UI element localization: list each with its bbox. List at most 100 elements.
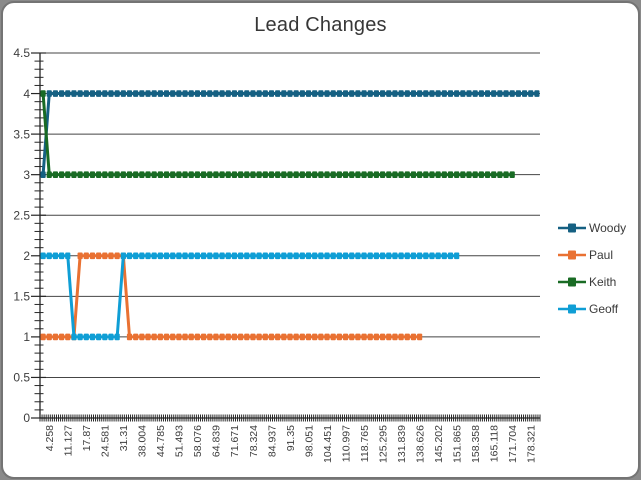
series-marker xyxy=(484,90,491,97)
series-marker xyxy=(268,90,275,97)
series-woody[interactable] xyxy=(40,90,540,178)
series-marker xyxy=(238,90,244,97)
series-marker xyxy=(52,252,59,260)
series-marker xyxy=(318,90,324,97)
series-marker xyxy=(244,333,250,341)
series-marker xyxy=(330,90,336,97)
series-marker xyxy=(238,252,244,260)
series-marker xyxy=(367,252,373,260)
series-marker xyxy=(244,90,250,97)
series-marker xyxy=(40,171,46,178)
series-marker xyxy=(435,252,441,260)
series-marker xyxy=(367,171,373,178)
series-marker xyxy=(447,252,454,260)
series-marker xyxy=(77,90,83,97)
series-marker xyxy=(392,333,398,341)
series-marker xyxy=(151,171,157,178)
series-marker xyxy=(287,333,293,341)
x-axis-tick-label: 131.839 xyxy=(396,425,408,463)
series-marker xyxy=(77,252,83,260)
series-marker xyxy=(521,90,528,97)
series-marker xyxy=(342,252,349,260)
series-marker xyxy=(454,90,460,97)
series-marker xyxy=(59,333,65,341)
series-geoff[interactable] xyxy=(40,252,460,341)
series-marker xyxy=(528,90,534,97)
series-marker xyxy=(200,171,207,178)
series-marker xyxy=(194,171,201,178)
series-marker xyxy=(392,171,398,178)
y-axis-tick-label: 1.5 xyxy=(13,290,30,304)
series-marker xyxy=(188,171,194,178)
series-marker xyxy=(275,333,281,341)
series-marker xyxy=(114,90,120,97)
series-marker xyxy=(330,333,336,341)
series-marker xyxy=(342,171,349,178)
legend-label: Keith xyxy=(589,274,617,289)
legend-item-keith[interactable]: Keith xyxy=(558,268,626,295)
series-marker xyxy=(145,171,151,178)
series-marker xyxy=(133,252,139,260)
legend-item-woody[interactable]: Woody xyxy=(558,214,626,241)
series-marker xyxy=(342,90,349,97)
series-marker xyxy=(96,90,102,97)
series-marker xyxy=(126,252,133,260)
series-marker xyxy=(163,90,170,97)
series-marker xyxy=(219,252,225,260)
legend-label: Geoff xyxy=(589,301,619,316)
series-marker xyxy=(219,171,225,178)
series-marker xyxy=(238,333,244,341)
series-marker xyxy=(163,252,170,260)
series-marker xyxy=(305,90,312,97)
series-marker xyxy=(83,252,89,260)
series-marker xyxy=(188,90,194,97)
legend-swatch-icon xyxy=(558,223,586,232)
series-marker xyxy=(219,90,225,97)
legend-swatch-icon xyxy=(558,250,586,259)
series-marker xyxy=(417,333,423,341)
x-axis-tick-label: 64.839 xyxy=(211,425,223,457)
series-marker xyxy=(89,333,96,341)
series-marker xyxy=(417,90,423,97)
series-marker xyxy=(275,252,281,260)
series-marker xyxy=(373,171,380,178)
series-marker xyxy=(373,90,380,97)
x-axis-tick-label: 98.051 xyxy=(303,425,315,457)
x-axis-tick-label: 171.704 xyxy=(507,425,519,463)
x-axis-tick-label: 125.295 xyxy=(377,425,389,463)
series-marker xyxy=(46,171,52,178)
series-marker xyxy=(349,252,355,260)
series-marker xyxy=(472,171,478,178)
x-axis-tick-label: 17.87 xyxy=(81,425,93,451)
x-axis-tick-label: 138.626 xyxy=(414,425,426,463)
series-marker xyxy=(46,333,52,341)
series-marker xyxy=(268,252,275,260)
y-axis-tick-label: 2 xyxy=(23,249,30,263)
y-axis-tick-label: 1 xyxy=(23,330,30,344)
series-marker xyxy=(77,333,83,341)
series-marker xyxy=(71,171,77,178)
series-marker xyxy=(336,90,342,97)
series-marker xyxy=(515,90,521,97)
series-keith[interactable] xyxy=(40,90,515,178)
series-marker xyxy=(250,90,256,97)
series-marker xyxy=(40,90,46,97)
series-marker xyxy=(435,90,441,97)
y-axis-tick-label: 3 xyxy=(23,168,30,182)
series-marker xyxy=(65,171,71,178)
series-marker xyxy=(423,90,429,97)
series-marker xyxy=(336,171,342,178)
legend-item-paul[interactable]: Paul xyxy=(558,241,626,268)
series-marker xyxy=(509,90,515,97)
series-marker xyxy=(281,333,287,341)
series-marker xyxy=(83,171,89,178)
series-marker xyxy=(404,90,410,97)
series-marker xyxy=(435,171,441,178)
series-marker xyxy=(40,333,46,341)
x-axis-tick-label: 78.324 xyxy=(248,425,260,457)
series-marker xyxy=(287,252,293,260)
legend-item-geoff[interactable]: Geoff xyxy=(558,295,626,322)
series-marker xyxy=(491,171,497,178)
